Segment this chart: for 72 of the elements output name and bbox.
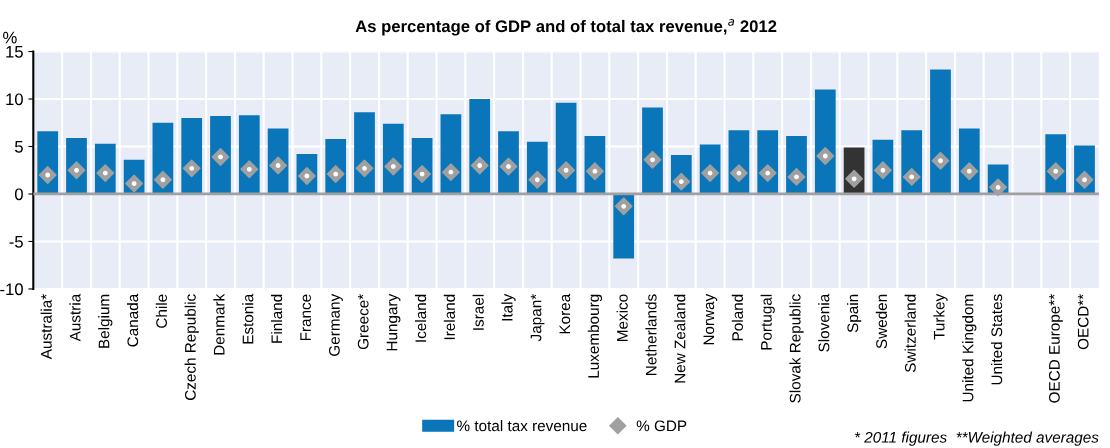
x-tick-label: Slovenia: [818, 293, 830, 352]
legend-label: % GDP: [636, 420, 687, 432]
point: [931, 151, 950, 170]
point: [153, 170, 172, 189]
x-tick-label: Sweden: [875, 294, 887, 349]
point: [902, 167, 921, 186]
point: [787, 167, 806, 186]
x-tick-label: Belgium: [98, 294, 113, 348]
x-tick-label: Turkey: [933, 293, 948, 340]
point: [38, 166, 57, 184]
x-tick-label: New Zealand: [674, 294, 686, 383]
x-tick-label: Ireland: [443, 294, 455, 340]
x-tick-label: Germany: [328, 293, 343, 356]
x-tick-label: Netherlands: [645, 294, 657, 375]
x-tick-label: Spain: [846, 294, 862, 333]
x-tick-label: Israel: [472, 294, 484, 330]
x-tick-label: Australia*: [40, 294, 52, 360]
y-tick-label: 5: [14, 141, 23, 153]
x-tick-label: Mexico: [616, 294, 628, 341]
x-tick-label: France: [300, 294, 311, 341]
x-tick-label: Norway: [703, 293, 718, 345]
x-tick-label: OECD Europe**: [1048, 294, 1063, 403]
bar: [642, 107, 663, 194]
bar: [814, 89, 836, 194]
y-tick-label: 10: [6, 93, 23, 106]
x-tick-label: Korea: [559, 293, 571, 334]
x-tick-label: Czech Republic: [184, 294, 199, 401]
x-tick-label: OECD**: [1077, 294, 1089, 350]
bar: [555, 102, 577, 194]
point: [1075, 170, 1094, 189]
chart-title: As percentage of GDP and of total tax revenue,$^{a}$ 2012: [355, 19, 777, 36]
point: [182, 159, 201, 178]
x-tick-label: Italy: [501, 293, 516, 321]
point: [441, 163, 460, 182]
y-tick-label: -10: [0, 283, 23, 296]
x-tick-label: Iceland: [414, 294, 427, 342]
x-tick-label: Finland: [270, 294, 283, 343]
y-tick-label: -5: [9, 236, 23, 248]
y-tick-label: 15: [6, 46, 23, 58]
point: [643, 150, 662, 169]
x-tick-label: United States: [990, 294, 1003, 385]
point: [240, 160, 259, 179]
bar: [469, 99, 491, 194]
x-tick-label: Estonia: [242, 293, 254, 344]
point: [557, 161, 576, 180]
legend-label: % total tax revenue: [457, 420, 587, 432]
y-axis-title: %: [3, 31, 17, 44]
x-tick-label: Greece*: [357, 294, 369, 350]
point: [528, 170, 547, 189]
y-tick-label: 0: [14, 188, 23, 201]
x-tick-label: Hungary: [386, 293, 401, 351]
point: [614, 197, 633, 216]
point: [729, 164, 748, 183]
x-tick-label: Austria: [69, 293, 81, 342]
x-tick-label: Switzerland: [904, 294, 916, 373]
x-tick-label: Poland: [731, 294, 743, 341]
point: [470, 156, 489, 175]
point: [960, 162, 979, 181]
point: [816, 147, 835, 165]
x-tick-label: Chile: [155, 294, 167, 328]
x-tick-label: Luxembourg: [587, 294, 603, 378]
x-tick-label: United Kingdom: [962, 294, 977, 402]
x-tick-label: Portugal: [760, 294, 775, 350]
point: [211, 148, 230, 166]
text: * 2011 figures **Weighted averages: [854, 431, 1099, 446]
x-tick-label: Slovak Republic: [789, 294, 804, 403]
bar: [930, 69, 951, 194]
point: [758, 164, 777, 183]
x-tick-label: Canada: [126, 293, 139, 347]
x-tick-label: Japan*: [530, 294, 545, 342]
point: [355, 159, 374, 178]
x-tick-label: Denmark: [213, 293, 225, 355]
